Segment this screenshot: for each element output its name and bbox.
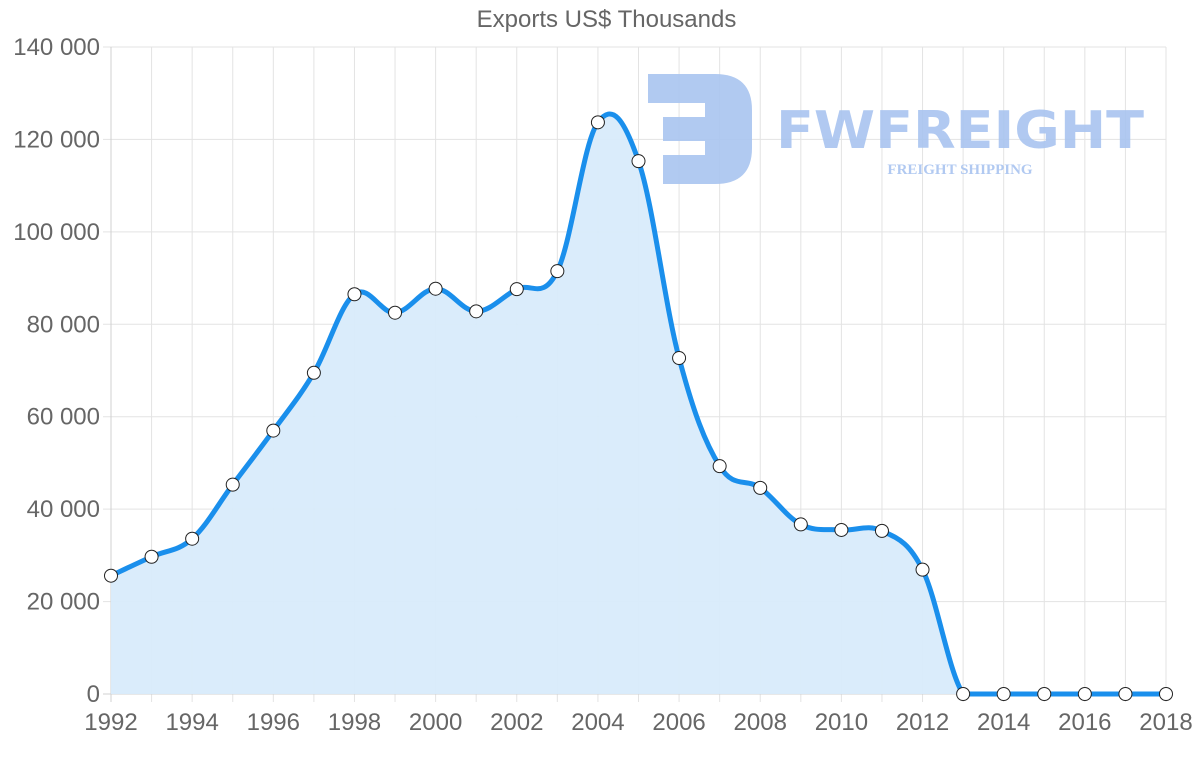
x-tick-label: 1998 [328,709,381,736]
data-point[interactable] [1118,687,1133,701]
y-axis: 0 20 000 40 000 60 000 80 000 100 000 120 000 1… [13,34,100,708]
data-point[interactable] [672,351,687,366]
data-point[interactable] [185,531,200,546]
data-point[interactable] [509,282,524,297]
data-point[interactable] [550,264,565,279]
x-tick-label: 1994 [165,709,218,736]
data-point[interactable] [874,523,889,538]
watermark-brand: FWFREIGHT [776,101,1145,161]
y-tick-label: 80 000 [27,311,100,338]
x-tick-label: 1992 [84,709,137,736]
y-tick-label: 20 000 [27,589,100,616]
data-point[interactable] [1037,687,1052,701]
data-point[interactable] [1159,687,1173,701]
watermark-logo: FWFREIGHT FREIGHT SHIPPING [648,74,1145,184]
data-point[interactable] [753,480,768,495]
watermark-logo-icon [648,74,752,184]
data-point[interactable] [793,517,808,532]
x-tick-label: 2000 [409,709,462,736]
x-tick-label: 2012 [896,709,949,736]
data-point[interactable] [104,568,118,583]
data-point[interactable] [225,477,240,492]
x-tick-label: 2018 [1139,709,1192,736]
y-tick-label: 100 000 [13,219,100,246]
data-points [104,115,1173,701]
data-point[interactable] [996,687,1011,701]
area-fill [111,113,1166,694]
y-tick-label: 120 000 [13,126,100,153]
data-point[interactable] [956,687,971,701]
x-tick-label: 2006 [652,709,705,736]
data-point[interactable] [306,365,321,380]
x-tick-label: 2014 [977,709,1030,736]
data-point[interactable] [388,305,403,320]
data-point[interactable] [144,549,159,564]
data-point[interactable] [266,423,281,438]
data-point[interactable] [347,287,362,302]
y-tick-label: 60 000 [27,404,100,431]
data-point[interactable] [834,522,849,537]
data-point[interactable] [590,115,605,130]
x-axis: 1992 1994 1996 1998 2000 2002 2004 2006 2008 2010… [84,709,1192,736]
y-tick-label: 140 000 [13,34,100,61]
watermark-tagline: FREIGHT SHIPPING [887,162,1032,178]
x-tick-label: 2002 [490,709,543,736]
x-tick-label: 2016 [1058,709,1111,736]
data-point[interactable] [631,154,646,169]
data-point[interactable] [915,562,930,577]
data-point[interactable] [469,304,484,319]
x-tick-label: 2004 [571,709,624,736]
x-tick-label: 2008 [734,709,787,736]
data-point[interactable] [1077,687,1092,701]
x-tick-label: 2010 [815,709,868,736]
y-tick-label: 0 [87,681,100,708]
y-tick-label: 40 000 [27,496,100,523]
x-tick-label: 1996 [247,709,300,736]
chart-title: Exports US$ Thousands [476,6,737,33]
data-point[interactable] [712,459,727,474]
data-point[interactable] [428,281,443,296]
